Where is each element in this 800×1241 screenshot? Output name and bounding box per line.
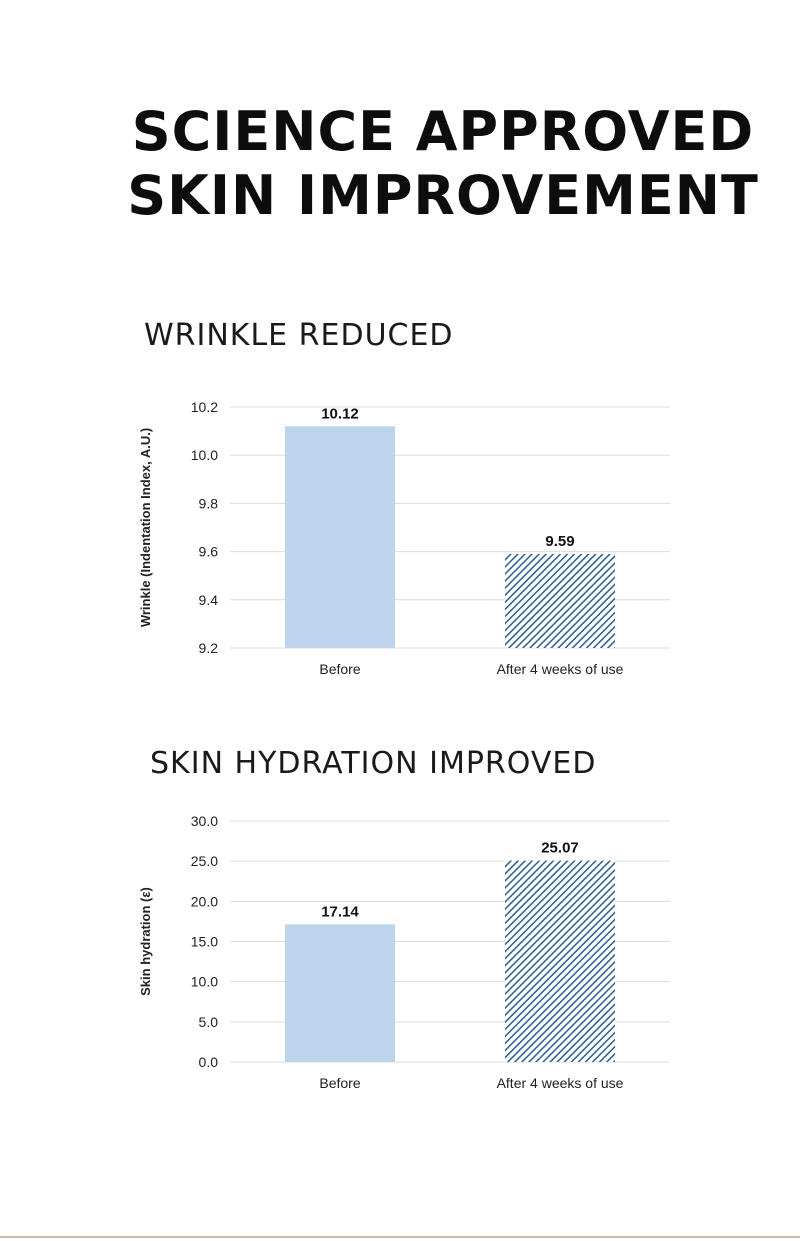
y-tick-label: 10.0 bbox=[191, 974, 218, 990]
y-tick-label: 9.2 bbox=[199, 640, 219, 656]
y-tick-label: 5.0 bbox=[199, 1014, 219, 1030]
y-tick-label: 0.0 bbox=[199, 1054, 219, 1070]
headline: SCIENCE APPROVED SKIN IMPROVEMENT bbox=[0, 100, 800, 228]
bar-before bbox=[285, 924, 395, 1062]
wrinkle-section-title: WRINKLE REDUCED bbox=[144, 318, 454, 353]
y-axis-ticks: 9.2 9.4 9.6 9.8 10.0 10.2 bbox=[191, 399, 218, 656]
y-tick-label: 20.0 bbox=[191, 893, 218, 909]
footer-divider bbox=[0, 1236, 800, 1238]
y-axis-label: Skin hydration (ε) bbox=[138, 887, 153, 996]
bar-value-label: 17.14 bbox=[321, 903, 359, 920]
bar-value-label: 10.12 bbox=[321, 405, 359, 422]
bar-after bbox=[505, 860, 615, 1062]
bar-value-label: 25.07 bbox=[541, 840, 579, 857]
x-category-label: After 4 weeks of use bbox=[497, 661, 624, 677]
headline-line-1: SCIENCE APPROVED bbox=[131, 100, 755, 163]
y-axis-label: Wrinkle (Indentation Index, A.U.) bbox=[138, 428, 153, 627]
headline-line-2: SKIN IMPROVEMENT bbox=[127, 164, 759, 227]
x-category-label: Before bbox=[319, 1075, 360, 1091]
hydration-section-title: SKIN HYDRATION IMPROVED bbox=[150, 746, 597, 781]
bar-after bbox=[505, 554, 615, 648]
y-tick-label: 15.0 bbox=[191, 934, 218, 950]
y-tick-label: 25.0 bbox=[191, 853, 218, 869]
y-tick-label: 10.0 bbox=[191, 447, 218, 463]
x-category-label: Before bbox=[319, 661, 360, 677]
bar-value-label: 9.59 bbox=[545, 533, 574, 550]
y-tick-label: 9.6 bbox=[199, 544, 219, 560]
y-tick-label: 9.4 bbox=[199, 592, 219, 608]
x-category-label: After 4 weeks of use bbox=[497, 1075, 624, 1091]
bar-before bbox=[285, 426, 395, 648]
y-tick-label: 30.0 bbox=[191, 813, 218, 829]
y-tick-label: 10.2 bbox=[191, 399, 218, 415]
y-axis-ticks: 0.0 5.0 10.0 15.0 20.0 25.0 30.0 bbox=[191, 813, 218, 1070]
y-tick-label: 9.8 bbox=[199, 495, 219, 511]
hydration-bar-chart: 0.0 5.0 10.0 15.0 20.0 25.0 30.0 Skin hydration… bbox=[138, 813, 670, 1091]
wrinkle-bar-chart: 9.2 9.4 9.6 9.8 10.0 10.2 Wrinkle (Indentation… bbox=[138, 399, 670, 677]
